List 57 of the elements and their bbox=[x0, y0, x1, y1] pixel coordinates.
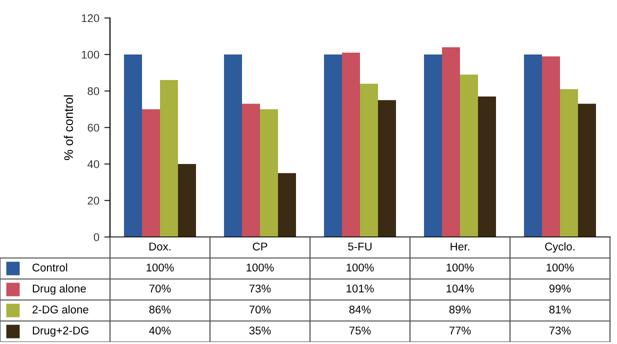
bar bbox=[178, 164, 196, 237]
bar bbox=[360, 84, 378, 237]
data-label: 70% bbox=[249, 306, 271, 314]
legend-label: Drug+2-DG bbox=[32, 326, 88, 337]
bar bbox=[324, 54, 342, 237]
y-tick-label: 60 bbox=[88, 124, 100, 132]
bar bbox=[442, 47, 460, 237]
data-label: 73% bbox=[549, 326, 571, 334]
bar bbox=[260, 109, 278, 237]
y-tick-label: 120 bbox=[82, 14, 100, 22]
x-tick-label: Dox. bbox=[149, 242, 170, 250]
data-label: 35% bbox=[249, 326, 271, 334]
data-label: 100% bbox=[246, 264, 274, 272]
y-tick-label: 80 bbox=[88, 87, 100, 96]
data-label: 101% bbox=[346, 284, 374, 292]
data-label: 40% bbox=[149, 326, 171, 334]
legend-label: Control bbox=[32, 263, 68, 272]
x-tick-label: CP bbox=[252, 242, 268, 250]
bar bbox=[578, 104, 596, 237]
data-label: 89% bbox=[449, 306, 471, 314]
x-tick-label: Cyclo. bbox=[545, 242, 574, 253]
data-label: 81% bbox=[549, 306, 571, 314]
y-tick-label: 0 bbox=[94, 233, 100, 242]
data-label: 86% bbox=[149, 306, 171, 314]
bar bbox=[560, 89, 578, 237]
x-tick-label: 5-FU bbox=[348, 242, 372, 250]
bar bbox=[142, 109, 160, 237]
bar bbox=[478, 96, 496, 237]
data-label: 84% bbox=[349, 306, 371, 314]
data-label: 99% bbox=[549, 284, 571, 292]
data-label: 104% bbox=[446, 284, 474, 292]
bar bbox=[160, 80, 178, 237]
y-axis-title: % of control bbox=[64, 95, 74, 160]
data-label: 100% bbox=[546, 264, 574, 272]
bar bbox=[224, 54, 242, 237]
data-label: 75% bbox=[349, 326, 371, 334]
legend-label: 2-DG alone bbox=[32, 305, 88, 314]
legend-label: Drug alone bbox=[32, 284, 86, 295]
bar bbox=[124, 54, 142, 237]
y-tick-label: 100 bbox=[82, 50, 100, 59]
data-label: 100% bbox=[446, 264, 474, 272]
bar bbox=[378, 100, 396, 237]
bar bbox=[424, 54, 442, 237]
bar bbox=[278, 173, 296, 237]
bar bbox=[342, 52, 360, 237]
data-label: 100% bbox=[146, 264, 174, 272]
data-label: 70% bbox=[149, 284, 171, 292]
data-label: 73% bbox=[249, 284, 271, 292]
bar bbox=[242, 104, 260, 237]
bar bbox=[542, 56, 560, 237]
bar bbox=[524, 54, 542, 237]
bar bbox=[460, 74, 478, 237]
y-tick-label: 20 bbox=[88, 196, 100, 205]
data-label: 100% bbox=[346, 264, 374, 272]
y-tick-label: 40 bbox=[87, 160, 100, 168]
x-tick-label: Her. bbox=[450, 242, 470, 250]
data-label: 77% bbox=[449, 326, 471, 334]
